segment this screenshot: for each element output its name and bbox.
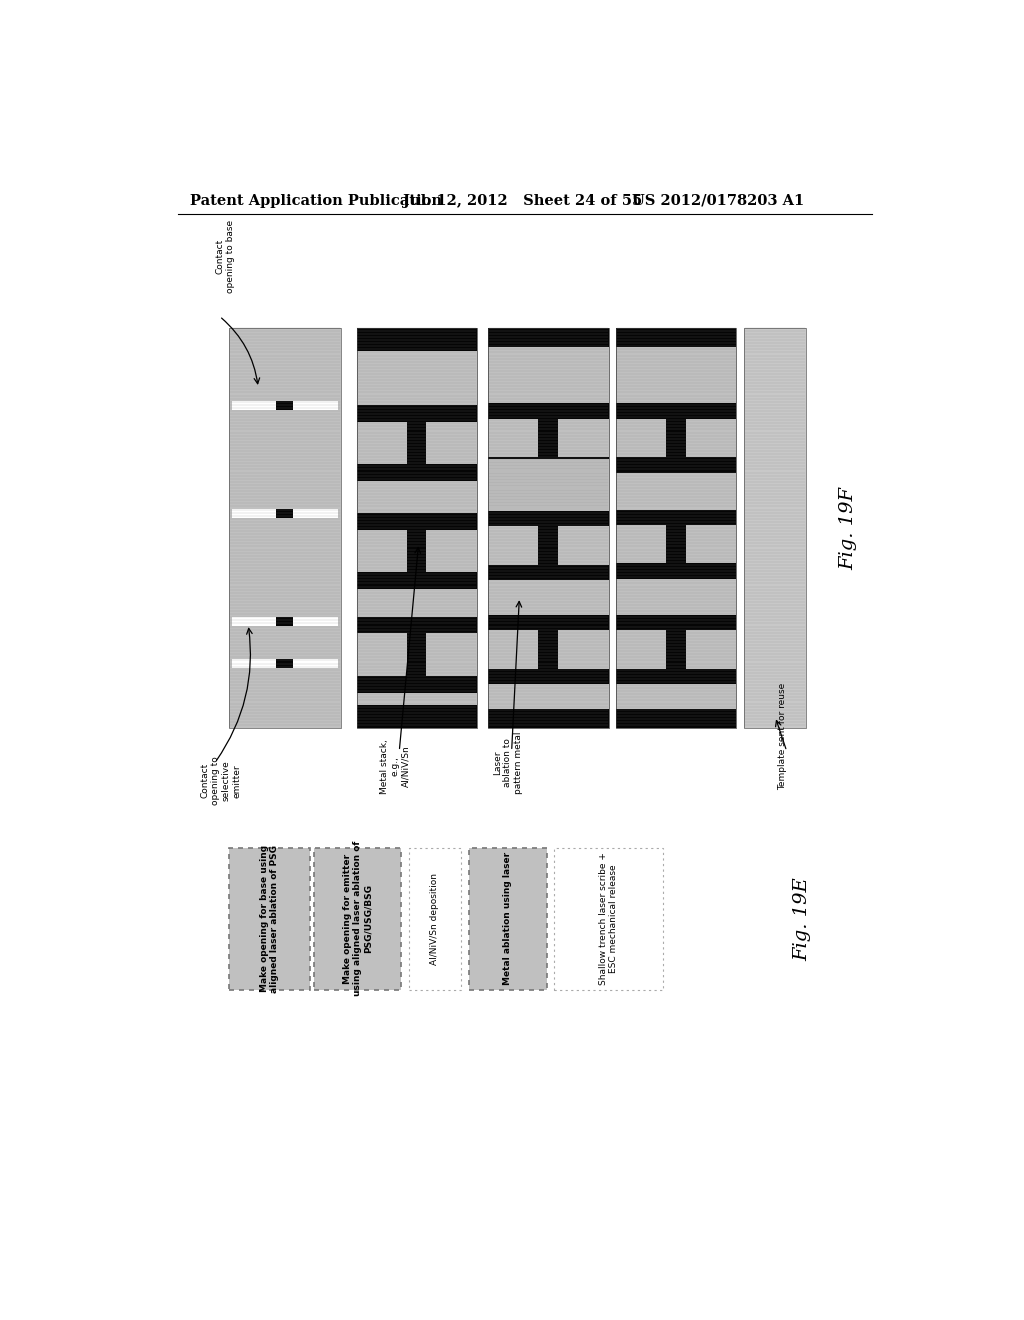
Bar: [276, 401, 293, 411]
Bar: [276, 508, 293, 517]
Bar: [276, 616, 293, 626]
Bar: [616, 669, 736, 684]
Bar: [356, 327, 477, 729]
Bar: [356, 616, 477, 634]
Bar: [356, 512, 477, 529]
Text: Metal stack,
e.g.,
Al/NiV/Sn: Metal stack, e.g., Al/NiV/Sn: [381, 739, 411, 793]
Bar: [488, 709, 608, 729]
Bar: [488, 327, 608, 729]
Bar: [488, 327, 608, 729]
Bar: [356, 465, 477, 480]
Bar: [616, 457, 736, 473]
Bar: [276, 659, 293, 668]
Bar: [488, 565, 608, 581]
Bar: [488, 404, 608, 418]
Bar: [616, 564, 736, 579]
Bar: [356, 572, 477, 589]
Bar: [488, 457, 608, 473]
Bar: [554, 847, 663, 990]
Text: Make opening for base using
aligned laser ablation of PSG: Make opening for base using aligned lase…: [260, 845, 280, 993]
Text: US 2012/0178203 A1: US 2012/0178203 A1: [632, 194, 804, 207]
Bar: [231, 659, 338, 668]
Bar: [228, 327, 341, 729]
Bar: [616, 327, 736, 347]
Bar: [356, 327, 477, 729]
Bar: [538, 418, 558, 457]
Bar: [616, 510, 736, 525]
Text: Template sent for reuse: Template sent for reuse: [778, 682, 787, 789]
Bar: [228, 327, 341, 729]
Bar: [616, 327, 736, 729]
Bar: [666, 631, 686, 669]
Bar: [538, 527, 558, 565]
Bar: [469, 847, 547, 990]
Text: Al/NiV/Sn deposition: Al/NiV/Sn deposition: [430, 873, 439, 965]
Text: Fig. 19F: Fig. 19F: [840, 487, 858, 569]
Bar: [407, 422, 426, 465]
Bar: [407, 634, 426, 676]
Text: Laser
ablation to
pattern metal: Laser ablation to pattern metal: [493, 731, 522, 793]
Bar: [231, 616, 338, 626]
Bar: [231, 508, 338, 517]
Bar: [538, 631, 558, 669]
Bar: [356, 327, 477, 351]
Bar: [488, 669, 608, 684]
Bar: [407, 529, 426, 572]
Text: Jul. 12, 2012   Sheet 24 of 55: Jul. 12, 2012 Sheet 24 of 55: [403, 194, 642, 207]
Bar: [488, 327, 608, 347]
Bar: [228, 847, 310, 990]
Bar: [666, 525, 686, 564]
Text: Fig. 19E: Fig. 19E: [794, 876, 811, 961]
Text: Shallow trench laser scribe +
ESC mechanical release: Shallow trench laser scribe + ESC mechan…: [599, 853, 618, 985]
Bar: [356, 676, 477, 693]
Text: Make opening for emitter
using aligned laser ablation of
PSG/USG/BSG: Make opening for emitter using aligned l…: [342, 841, 373, 997]
Text: Contact
opening to
selective
emitter: Contact opening to selective emitter: [201, 756, 241, 805]
Bar: [314, 847, 400, 990]
Bar: [744, 327, 806, 729]
Bar: [744, 327, 806, 729]
Bar: [488, 511, 608, 527]
Bar: [616, 709, 736, 729]
Bar: [666, 418, 686, 457]
Bar: [616, 404, 736, 418]
Text: Contact
opening to base: Contact opening to base: [215, 220, 234, 293]
Bar: [616, 327, 736, 729]
Text: Metal ablation using laser: Metal ablation using laser: [503, 853, 512, 985]
Bar: [356, 705, 477, 729]
Bar: [488, 459, 608, 508]
Bar: [231, 401, 338, 411]
Text: Patent Application Publication: Patent Application Publication: [190, 194, 442, 207]
Bar: [356, 405, 477, 422]
Bar: [409, 847, 461, 990]
Bar: [616, 615, 736, 631]
Bar: [488, 615, 608, 631]
